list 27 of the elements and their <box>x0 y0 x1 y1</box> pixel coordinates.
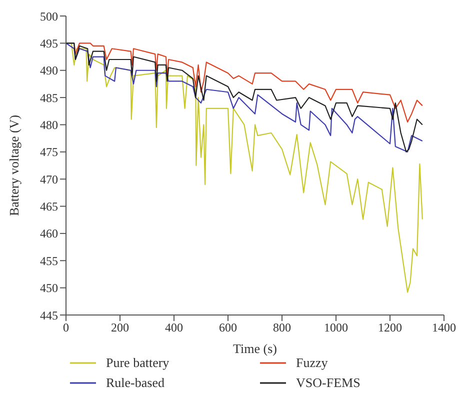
y-tick-label: 485 <box>40 90 58 105</box>
x-tick-label: 400 <box>165 320 183 335</box>
y-axis-title: Battery voltage (V) <box>6 114 22 216</box>
line-series <box>66 42 423 152</box>
y-tick-label: 470 <box>40 172 58 186</box>
y-tick-label: 490 <box>40 64 58 78</box>
x-tick-label: 600 <box>219 320 237 335</box>
y-tick-label: 455 <box>40 254 58 268</box>
y-tick-label: 500 <box>40 9 58 24</box>
y-tick-label: 445 <box>40 308 58 322</box>
y-tick-label: 495 <box>40 36 58 50</box>
y-tick-label: 465 <box>40 200 58 214</box>
x-tick-label: 800 <box>273 320 291 335</box>
x-tick-label: 0 <box>63 320 69 335</box>
y-tick-label: 475 <box>40 145 58 160</box>
x-axis-title: Time (s) <box>233 341 277 356</box>
legend-label: VSO-FEMS <box>296 375 360 391</box>
x-tick-label: 1200 <box>378 320 402 335</box>
legend-label: Rule-based <box>106 375 164 391</box>
legend-label: Pure battery <box>106 355 170 371</box>
x-tick-label: 1000 <box>324 320 348 335</box>
y-tick-label: 480 <box>40 118 58 132</box>
x-tick-label: 200 <box>111 320 129 335</box>
y-tick-label: 460 <box>40 226 58 241</box>
y-tick-label: 450 <box>40 281 58 296</box>
x-tick-label: 1400 <box>432 320 456 335</box>
legend-label: Fuzzy <box>296 355 328 371</box>
